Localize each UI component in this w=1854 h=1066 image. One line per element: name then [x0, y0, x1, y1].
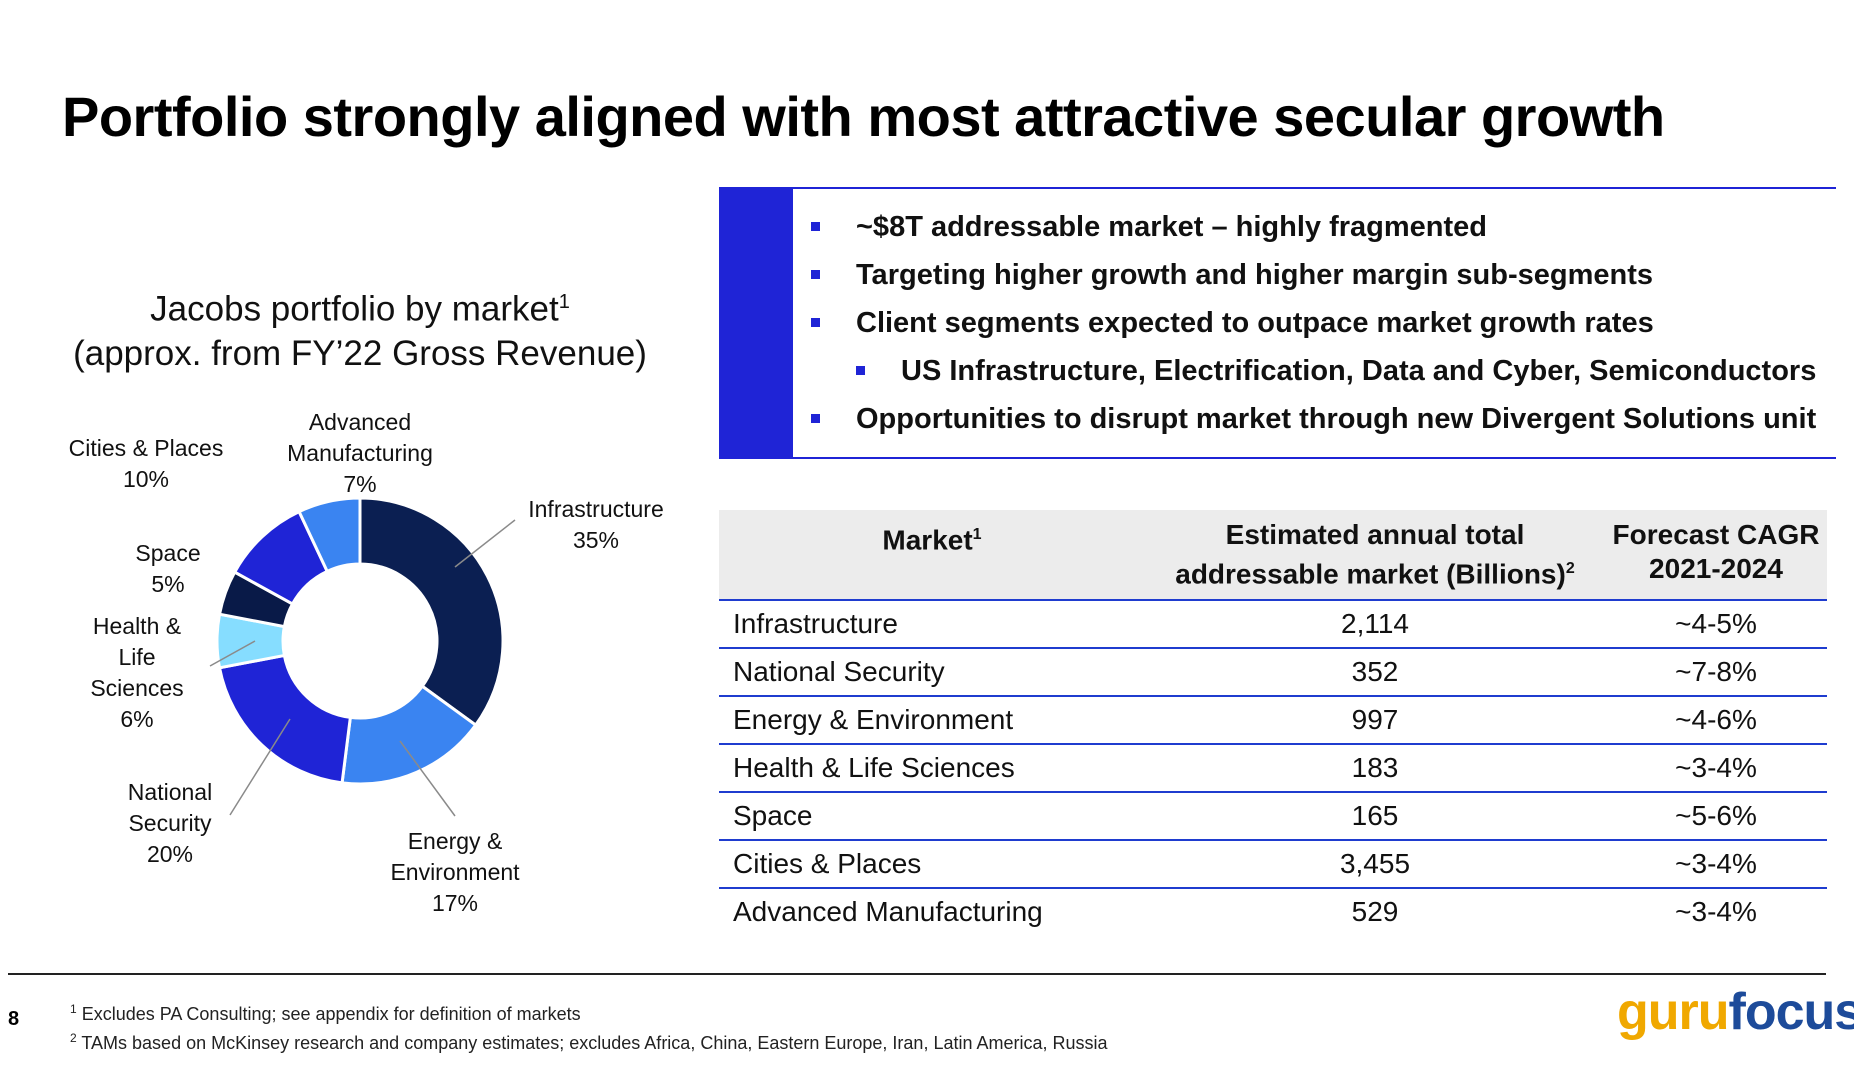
key-points-list: ~$8T addressable market – highly fragmen…: [811, 203, 1836, 443]
bullet-item: Opportunities to disrupt market through …: [811, 395, 1836, 443]
bullet-square-icon: [811, 318, 820, 327]
cell-tam: 165: [1145, 792, 1605, 841]
cell-cagr: ~7-8%: [1605, 648, 1827, 697]
page-title: Portfolio strongly aligned with most att…: [62, 85, 1665, 148]
bullet-square-icon: [811, 414, 820, 423]
cell-market: Advanced Manufacturing: [733, 896, 1043, 927]
cell-cagr: ~4-6%: [1605, 696, 1827, 745]
leader-line-energy-and-environment: [399, 740, 456, 817]
cell-market: Space: [719, 792, 1145, 841]
footnote-1: 1 Excludes PA Consulting; see appendix f…: [70, 1002, 581, 1024]
cell-cagr: ~4-5%: [1605, 600, 1827, 649]
cell-cagr: ~3-4%: [1605, 840, 1827, 889]
chart-title-footnote-marker: 1: [558, 291, 570, 313]
table-row: Space 165 ~5-6%: [719, 792, 1827, 841]
cell-cagr: ~5-6%: [1605, 792, 1827, 841]
chart-title-line2: (approx. from FY’22 Gross Revenue): [73, 333, 647, 373]
cell-tam: 352: [1145, 648, 1605, 697]
table-row: Health & Life Sciences 183 ~3-4%: [719, 744, 1827, 793]
leader-line-health-and-life-sciences: [209, 640, 256, 667]
footer-divider: [8, 973, 1826, 975]
leader-line-infrastructure: [454, 519, 516, 568]
cell-tam: 183: [1145, 744, 1605, 793]
cell-market: Infrastructure: [719, 600, 1145, 649]
key-points-box: ~$8T addressable market – highly fragmen…: [719, 187, 1836, 459]
cell-tam: 3,455: [1145, 840, 1605, 889]
data-label-energy-and-environment: Energy & Environment 17%: [390, 828, 520, 916]
data-label-health-and-life-sciences: Health & Life Sciences 6%: [90, 613, 184, 732]
bullet-item: ~$8T addressable market – highly fragmen…: [811, 203, 1836, 251]
data-label-cities-and-places: Cities & Places 10%: [68, 435, 224, 492]
table-row: National Security 352 ~7-8%: [719, 648, 1827, 697]
gurufocus-logo: gurufocus: [1617, 983, 1854, 1041]
header-market: Market1: [719, 510, 1145, 601]
table-row: Energy & Environment 997 ~4-6%: [719, 696, 1827, 745]
cell-market: Health & Life Sciences: [719, 744, 1145, 793]
cell-tam: 529: [1351, 896, 1399, 927]
chart-title: Jacobs portfolio by market1 (approx. fro…: [40, 280, 680, 376]
key-points-accent-bar: [719, 189, 793, 457]
cell-tam: 2,114: [1145, 600, 1605, 649]
leader-line-national-security: [229, 718, 291, 816]
footnotes: 1 Excludes PA Consulting; see appendix f…: [70, 997, 1108, 1055]
header-tam: Estimated annual total addressable market…: [1145, 510, 1605, 601]
cell-tam: 997: [1145, 696, 1605, 745]
bullet-square-icon: [856, 366, 865, 375]
portfolio-donut-chart: [209, 496, 516, 817]
data-label-national-security: National Security 20%: [127, 779, 213, 867]
cell-market: National Security: [719, 648, 1145, 697]
table-row: Infrastructure 2,114 ~4-5%: [719, 600, 1827, 649]
page-number: 8: [8, 1008, 20, 1030]
sub-bullet-item: US Infrastructure, Electrification, Data…: [856, 347, 1836, 395]
donut-slice-infrastructure: [358, 496, 505, 728]
cell-cagr: ~3-4%: [1605, 744, 1827, 793]
footnote-2: 2 TAMs based on McKinsey research and co…: [70, 1031, 1108, 1053]
donut-slice-advanced-manufacturing: [297, 496, 362, 574]
table-header-row: Market1 Estimated annual total addressabl…: [719, 510, 1827, 601]
bullet-square-icon: [811, 270, 820, 279]
table-row: Cities & Places 3,455 ~3-4%: [719, 840, 1827, 889]
tam-table: Market1 Estimated annual total addressabl…: [719, 510, 1827, 935]
chart-title-line1: Jacobs portfolio by market: [150, 289, 559, 329]
donut-slice-national-security: [217, 653, 353, 785]
bullet-item: Targeting higher growth and higher margi…: [811, 251, 1836, 299]
header-cagr: Forecast CAGR 2021-2024: [1605, 510, 1827, 601]
cell-cagr: ~3-4%: [1675, 896, 1757, 927]
bullet-item: Client segments expected to outpace mark…: [811, 299, 1836, 347]
cell-market: Cities & Places: [719, 840, 1145, 889]
table-row: Advanced Manufacturing 529 ~3-4%: [719, 888, 1827, 935]
bullet-square-icon: [811, 222, 820, 231]
cell-market: Energy & Environment: [719, 696, 1145, 745]
data-label-infrastructure: Infrastructure 35%: [528, 496, 664, 553]
data-label-advanced-manufacturing: Advanced Manufacturing 7%: [287, 409, 433, 497]
data-label-space: Space 5%: [135, 540, 201, 597]
